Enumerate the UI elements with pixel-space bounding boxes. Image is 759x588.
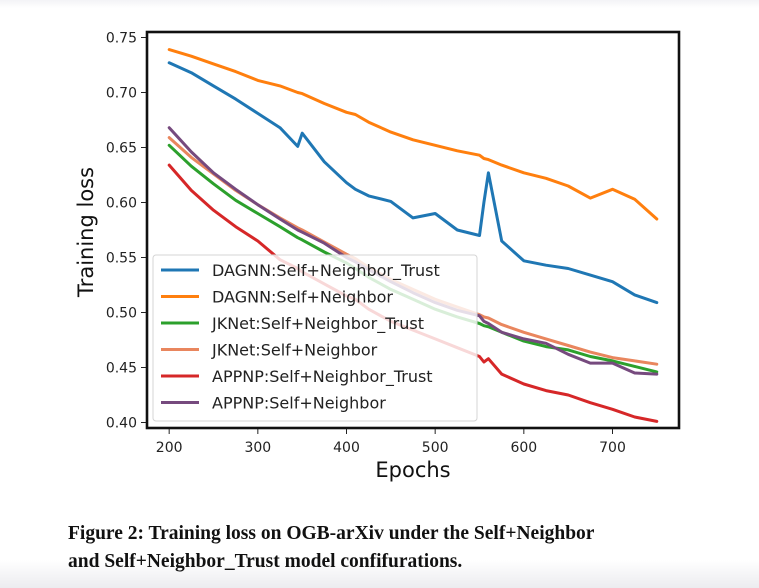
x-axis-label: Epochs (375, 458, 450, 482)
legend: DAGNN:Self+Neighbor_Trust DAGNN:Self+Neig… (152, 254, 478, 422)
series-line-0 (167, 61, 659, 305)
legend-label-3: JKNet:Self+Neighbor (211, 341, 378, 360)
plot-frame (145, 30, 681, 430)
y-tick-label: 0.60 (106, 196, 137, 212)
y-tick-label: 0.50 (106, 306, 137, 322)
legend-label-4: APPNP:Self+Neighbor_Trust (212, 367, 433, 387)
caption-line-1: Figure 2: Training loss on OGB-arXiv und… (68, 523, 595, 544)
x-tick-label: 200 (156, 440, 183, 456)
x-tick-label: 400 (333, 440, 360, 456)
y-tick-label: 0.75 (106, 31, 137, 47)
x-tick-label: 600 (510, 440, 537, 456)
x-tick-label: 700 (599, 440, 626, 456)
x-tick-label: 300 (244, 440, 271, 456)
y-tick-label: 0.70 (106, 86, 137, 102)
page-top-shade (0, 0, 759, 8)
caption-line-2: and Self+Neighbor_Trust model confifurat… (68, 551, 463, 572)
legend-label-2: JKNet:Self+Neighbor_Trust (211, 314, 424, 334)
y-axis-label: Training loss (74, 167, 98, 298)
y-axis: 0.40 0.45 0.50 0.55 0.60 0.65 0.70 0.75 (106, 31, 146, 432)
y-tick-label: 0.45 (106, 361, 137, 377)
legend-label-0: DAGNN:Self+Neighbor_Trust (212, 261, 440, 281)
y-tick-label: 0.40 (106, 416, 137, 432)
y-tick-label: 0.55 (106, 251, 137, 267)
legend-label-5: APPNP:Self+Neighbor (212, 394, 386, 413)
figure-caption: Figure 2: Training loss on OGB-arXiv und… (68, 520, 728, 576)
x-axis: 200 300 400 500 600 700 (156, 429, 626, 456)
series-line-1 (167, 48, 659, 221)
y-tick-label: 0.65 (106, 141, 137, 157)
legend-box (152, 254, 478, 422)
page-bottom-shade (0, 560, 759, 588)
legend-label-1: DAGNN:Self+Neighbor (212, 288, 393, 307)
x-tick-label: 500 (422, 440, 449, 456)
training-loss-chart: DAGNN:Self+Neighbor_Trust DAGNN:Self+Neig… (74, 30, 681, 482)
